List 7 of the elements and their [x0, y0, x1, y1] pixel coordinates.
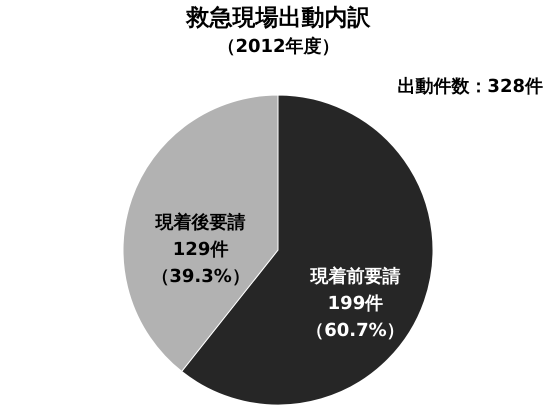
- data-label: 129件（39.3%）: [151, 239, 250, 288]
- slice-label: 現着前要請: [309, 266, 400, 287]
- chart-subtitle: （2012年度）: [217, 36, 340, 57]
- chart-title: 救急現場出動内訳: [184, 5, 372, 31]
- slice-label: 現着後要請: [154, 212, 246, 234]
- data-label: 199件（60.7%）: [306, 292, 405, 341]
- text: 出動件数：328件: [397, 76, 543, 97]
